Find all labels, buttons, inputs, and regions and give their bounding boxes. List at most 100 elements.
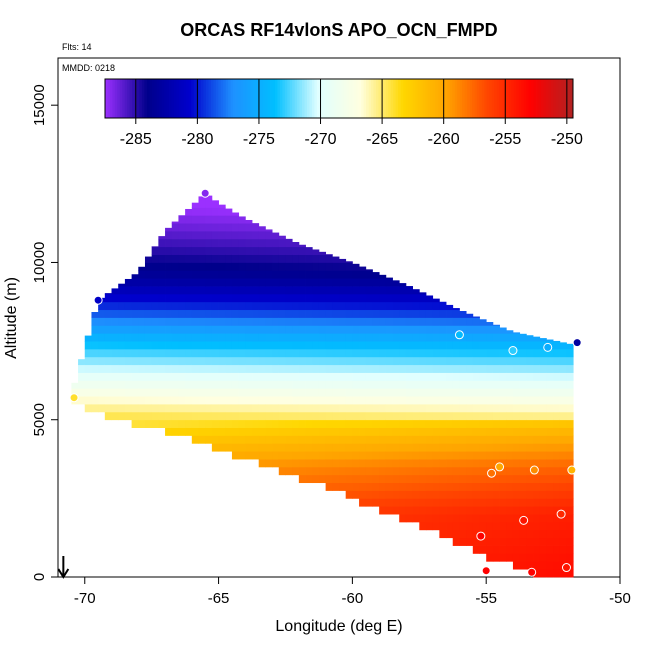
heatmap-cell [198,286,206,295]
colorbar-segment [560,79,564,118]
heatmap-cell [118,396,126,405]
heatmap-cell [419,396,427,405]
heatmap-cell [519,474,527,484]
colorbar-segment [238,79,241,118]
heatmap-cell [272,232,280,240]
heatmap-cell [91,372,99,381]
heatmap-cell [459,427,467,436]
heatmap-cell [385,372,393,381]
y-tick-label: 10000 [31,242,48,284]
heatmap-cell [325,419,333,428]
heatmap-cell [419,498,427,507]
heatmap-cell [151,356,159,366]
heatmap-cell [218,396,226,405]
heatmap-cell [292,309,300,318]
heatmap-cell [379,411,387,421]
heatmap-cell [412,404,420,413]
heatmap-cell [459,506,467,515]
heatmap-cell [512,364,521,373]
heatmap-cell [339,364,347,373]
heatmap-cell [452,466,460,476]
heatmap-cell [419,372,427,381]
heatmap-cell [446,506,454,515]
heatmap-cell [466,356,474,366]
heatmap-cell [419,292,427,295]
heatmap-cell [332,459,340,468]
heatmap-cell [339,372,347,381]
heatmap-cell [446,521,454,531]
heatmap-cell [104,356,112,366]
heatmap-cell [205,404,213,413]
heatmap-cell [339,309,347,318]
heatmap-cell [506,498,514,507]
heatmap-cell [432,317,440,326]
heatmap-cell [559,474,567,484]
heatmap-cell [231,451,240,460]
heatmap-cell [185,427,193,436]
heatmap-cell [84,380,92,389]
heatmap-cell [519,529,527,539]
heatmap-cell [459,356,467,366]
heatmap-cell [392,380,400,389]
heatmap-cell [252,325,260,334]
heatmap-cell [158,262,166,271]
heatmap-cell [359,301,367,311]
heatmap-cell [486,490,494,499]
heatmap-cell [526,356,534,366]
heatmap-cell [359,317,367,326]
observation-point [556,509,566,519]
heatmap-cell [339,380,347,389]
heatmap-cell [425,348,434,358]
heatmap-cell [452,388,460,397]
heatmap-cell [559,419,567,428]
heatmap-cell [191,364,199,373]
colorbar-segment [521,79,525,118]
heatmap-cell [352,396,360,405]
heatmap-cell [399,466,407,476]
heatmap-cell [506,537,514,546]
heatmap-cell [272,459,280,468]
heatmap-cell [104,301,112,311]
heatmap-cell [439,506,447,515]
heatmap-cell [372,466,380,476]
heatmap-cell [151,364,159,373]
heatmap-cell [318,411,327,421]
heatmap-cell [285,380,293,389]
heatmap-cell [419,356,427,366]
heatmap-cell [472,514,480,523]
heatmap-cell [231,388,240,397]
heatmap-cell [171,341,179,350]
heatmap-cell [191,278,199,287]
heatmap-cell [479,364,487,373]
heatmap-cell [298,356,306,366]
heatmap-cell [252,388,260,397]
heatmap-cell [178,215,186,224]
heatmap-cell [298,443,306,452]
heatmap-cell [318,356,327,366]
heatmap-cell [131,278,139,287]
heatmap-cell [399,427,407,436]
heatmap-cell [211,443,219,452]
heatmap-cell [365,269,373,271]
heatmap-cell [392,435,400,444]
heatmap-cell [178,238,186,248]
heatmap-cell [452,419,460,428]
colorbar-segment [137,79,140,118]
heatmap-cell [399,293,407,303]
heatmap-cell [98,317,106,326]
heatmap-cell [151,309,159,318]
heatmap-cell [252,262,260,271]
heatmap-cell [278,404,286,413]
heatmap-cell [392,317,400,326]
heatmap-cell [446,388,454,397]
heatmap-cell [245,254,253,263]
heatmap-cell [372,341,380,350]
heatmap-cell [285,364,293,373]
heatmap-cell [258,443,266,452]
heatmap-cell [519,482,527,491]
heatmap-cell [178,223,186,232]
heatmap-cell [553,341,561,350]
heatmap-cell [526,411,534,421]
heatmap-cell [452,506,460,515]
heatmap-cell [359,356,367,366]
